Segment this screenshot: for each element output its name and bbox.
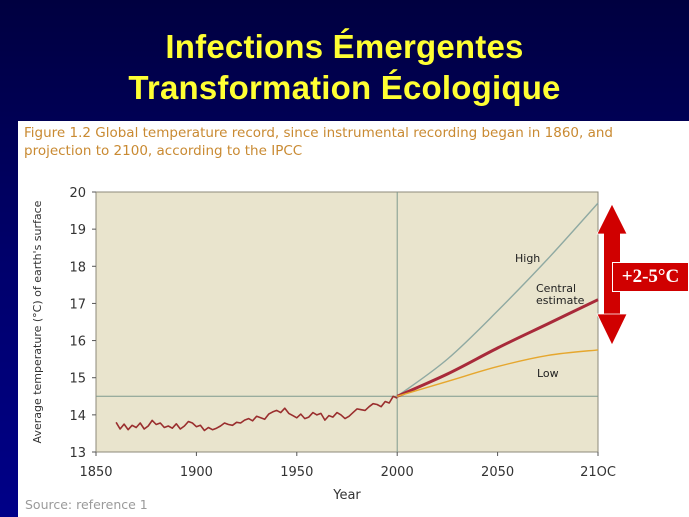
y-tick-label: 17 [69,297,86,312]
x-tick-label: 1900 [180,465,213,480]
title-line-1: Infections Émergentes [165,28,524,65]
figure-caption: Figure 1.2 Global temperature record, si… [24,125,613,159]
y-tick-label: 18 [69,260,86,275]
label-low: Low [537,367,559,380]
x-tick-label: 2050 [481,465,514,480]
y-tick-label: 16 [69,335,86,350]
label-high: High [515,252,540,265]
y-tick-label: 13 [69,446,86,461]
temperature-rise-callout: +2-5°C [612,262,689,292]
title-line-2: Transformation Écologique [128,69,561,106]
y-tick-label: 20 [69,186,86,201]
series-observed [115,395,398,432]
y-tick-label: 19 [69,223,86,238]
plot-area [95,191,599,453]
x-tick-label: 1950 [280,465,313,480]
x-tick-label: 2000 [381,465,414,480]
x-axis-label: Year [332,488,361,503]
y-tick-label: 14 [69,409,86,424]
series-low [397,349,599,397]
arrow-down-head [596,313,628,346]
x-tick-label: 1850 [79,465,112,480]
y-tick-label: 15 [69,372,86,387]
x-tick-label: 21OC [580,465,616,480]
series-high [396,202,599,397]
label-central-line2: estimate [536,294,585,307]
series-central [396,298,599,398]
y-axis-label: Average temperature (°C) of earth's surf… [31,200,44,443]
slide-title: Infections Émergentes Transformation Éco… [0,26,689,108]
figure-source: Source: reference 1 [25,497,148,512]
label-central-line1: Central [536,282,576,295]
arrow-up-head [596,203,628,235]
